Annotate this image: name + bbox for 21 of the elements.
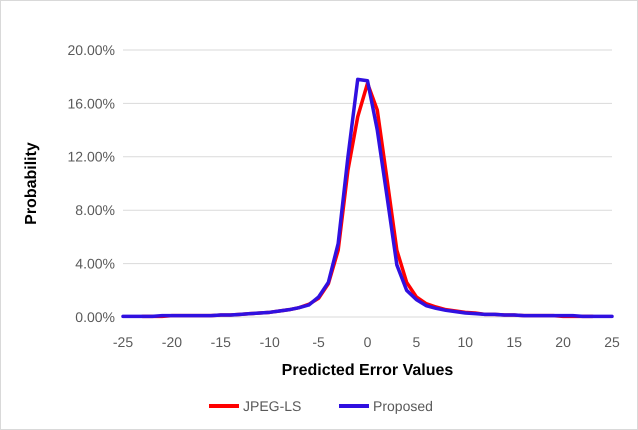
x-tick-label: 5 [412, 334, 420, 350]
y-tick-label: 0.00% [75, 308, 115, 325]
x-tick-label: 10 [458, 334, 474, 350]
legend-label: JPEG-LS [243, 398, 302, 414]
x-tick-label: -10 [260, 334, 280, 350]
x-axis-title: Predicted Error Values [282, 362, 454, 379]
x-tick-label: 25 [604, 334, 620, 350]
y-tick-label: 4.00% [75, 256, 115, 272]
x-tick-label: -20 [162, 334, 182, 350]
legend-label: Proposed [373, 398, 433, 414]
y-tick-label: 20.00% [68, 42, 115, 58]
x-tick-label: -15 [210, 334, 232, 350]
y-tick-label: 8.00% [75, 202, 115, 218]
y-axis-title: Probability [23, 142, 40, 225]
y-tick-label: 12.00% [68, 148, 115, 165]
x-tick-label: 0 [364, 334, 372, 350]
x-tick-label: -25 [112, 334, 134, 350]
x-tick-label: 20 [555, 334, 572, 350]
x-tick-label: 15 [506, 334, 522, 350]
x-tick-label: -5 [312, 334, 326, 350]
y-tick-label: 16.00% [68, 95, 115, 112]
